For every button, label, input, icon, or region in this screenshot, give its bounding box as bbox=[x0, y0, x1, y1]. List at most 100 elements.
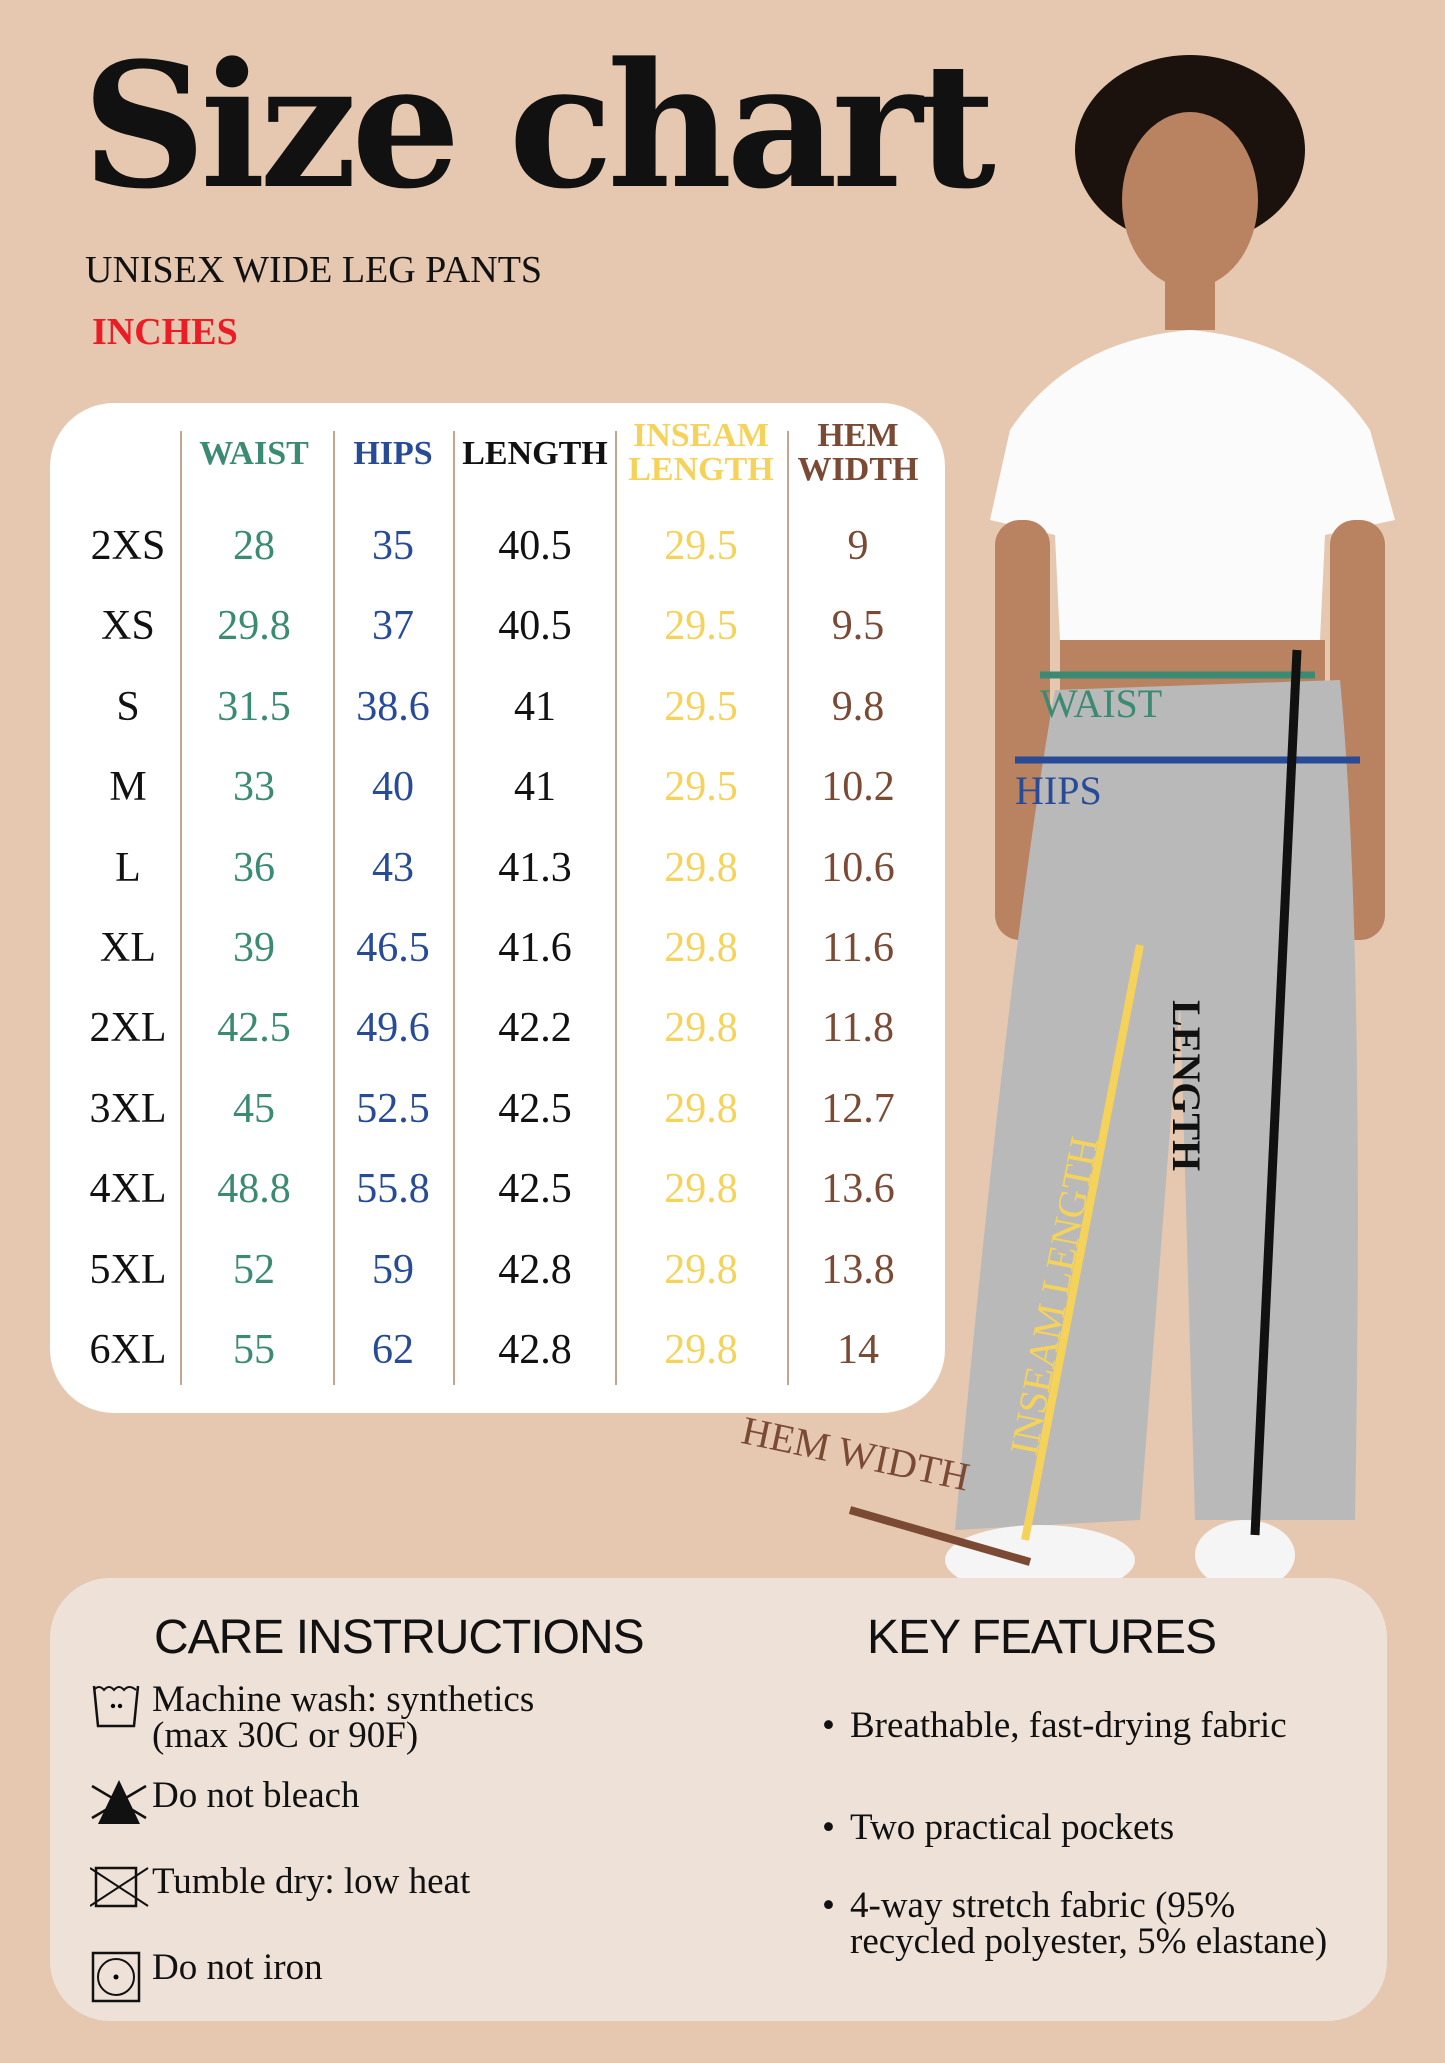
cell-hips: 62 bbox=[372, 1327, 414, 1373]
care-text: Machine wash: synthetics (max 30C or 90F… bbox=[152, 1679, 535, 1756]
cell-waist: 42.5 bbox=[217, 1005, 291, 1052]
cell-waist: 33 bbox=[233, 764, 275, 811]
cell-waist: 45 bbox=[233, 1085, 275, 1132]
cell-waist: 29.8 bbox=[217, 603, 291, 650]
feature-item: Two practical pockets bbox=[822, 1809, 1350, 1846]
cell-inseam: 29.8 bbox=[664, 1085, 738, 1132]
cell-waist: 31.5 bbox=[217, 683, 291, 730]
cell-inseam: 29.5 bbox=[664, 603, 738, 650]
cell-inseam: 29.5 bbox=[664, 523, 738, 569]
cell-hem: 10.6 bbox=[821, 844, 895, 891]
care-item: Machine wash: synthetics (max 30C or 90F… bbox=[92, 1679, 535, 1756]
cell-hips: 46.5 bbox=[356, 925, 430, 971]
column-divider bbox=[787, 431, 789, 1385]
cell-size: S bbox=[116, 683, 140, 730]
cell-inseam: 29.8 bbox=[664, 844, 738, 891]
inseam-measure-line bbox=[1021, 944, 1144, 1541]
info-panel: CARE INSTRUCTIONS KEY FEATURES Machine w… bbox=[50, 1578, 1387, 2021]
page-title: Size chart bbox=[82, 24, 996, 227]
cell-hem: 9.8 bbox=[831, 683, 885, 730]
cell-hem: 11.8 bbox=[822, 1005, 894, 1052]
cell-hips: 38.6 bbox=[356, 683, 430, 730]
cell-hips: 49.6 bbox=[356, 1005, 430, 1052]
cell-length: 42.5 bbox=[498, 1085, 572, 1132]
cell-length: 40.5 bbox=[498, 603, 572, 650]
figure-label-hips: HIPS bbox=[1015, 768, 1102, 813]
size-table: WAIST HIPS LENGTH INSEAM LENGTH HEM WIDT… bbox=[50, 403, 945, 1413]
cell-waist: 39 bbox=[233, 925, 275, 971]
feature-item: 4-way stretch fabric (95% recycled polye… bbox=[822, 1887, 1330, 1960]
machine-wash-30-icon bbox=[92, 1685, 140, 1728]
cell-waist: 55 bbox=[233, 1327, 275, 1373]
cell-hem: 10.2 bbox=[821, 764, 895, 811]
header-waist: WAIST bbox=[199, 435, 309, 472]
cell-inseam: 29.8 bbox=[664, 1005, 738, 1052]
cell-size: XL bbox=[100, 925, 156, 971]
unit-label: INCHES bbox=[92, 311, 238, 353]
cell-inseam: 29.5 bbox=[664, 683, 738, 730]
model-photo bbox=[848, 55, 1395, 1595]
column-divider bbox=[180, 431, 182, 1385]
do-not-bleach-icon bbox=[91, 1780, 147, 1824]
care-text: Do not bleach bbox=[152, 1775, 360, 1816]
care-item: Do not iron bbox=[91, 1947, 323, 2003]
cell-hips: 40 bbox=[372, 764, 414, 811]
cell-length: 41.6 bbox=[498, 925, 572, 971]
cell-hips: 43 bbox=[372, 844, 414, 891]
length-measure-line bbox=[1250, 649, 1302, 1536]
cell-waist: 52 bbox=[233, 1246, 275, 1293]
column-divider bbox=[453, 431, 455, 1385]
cell-hem: 12.7 bbox=[821, 1085, 895, 1132]
cell-size: 2XL bbox=[89, 1005, 167, 1052]
care-text: Do not iron bbox=[152, 1947, 323, 1988]
cell-hips: 35 bbox=[372, 523, 414, 569]
cell-inseam: 29.5 bbox=[664, 764, 738, 811]
cell-hem: 9 bbox=[847, 523, 869, 569]
cell-waist: 36 bbox=[233, 844, 275, 891]
cell-waist: 48.8 bbox=[217, 1166, 291, 1213]
cell-size: 3XL bbox=[89, 1085, 167, 1132]
cell-inseam: 29.8 bbox=[664, 925, 738, 971]
feature-item: Breathable, fast-drying fabric bbox=[822, 1707, 1310, 1744]
cell-size: 4XL bbox=[89, 1166, 167, 1213]
figure-label-waist: WAIST bbox=[1040, 681, 1163, 726]
tumble-dry-low-icon bbox=[90, 1866, 149, 1908]
column-divider bbox=[333, 431, 335, 1385]
care-title: CARE INSTRUCTIONS bbox=[154, 1611, 645, 1664]
column-divider bbox=[615, 431, 617, 1385]
hem-measure-line bbox=[848, 1506, 1032, 1566]
cell-size: 5XL bbox=[89, 1246, 167, 1293]
cell-inseam: 29.8 bbox=[664, 1166, 738, 1213]
cell-length: 41 bbox=[514, 683, 556, 730]
cell-hem: 14 bbox=[837, 1327, 879, 1373]
cell-size: XS bbox=[101, 603, 155, 650]
cell-length: 42.5 bbox=[498, 1166, 572, 1213]
cell-waist: 28 bbox=[233, 523, 275, 569]
cell-inseam: 29.8 bbox=[664, 1327, 738, 1373]
cell-length: 40.5 bbox=[498, 523, 572, 569]
cell-hem: 9.5 bbox=[831, 603, 885, 650]
product-subtitle: UNISEX WIDE LEG PANTS bbox=[85, 249, 543, 291]
cell-size: L bbox=[115, 844, 141, 891]
cell-hips: 52.5 bbox=[356, 1085, 430, 1132]
header-length: LENGTH bbox=[462, 435, 608, 472]
cell-size: 6XL bbox=[89, 1327, 167, 1373]
header-hips: HIPS bbox=[353, 435, 433, 472]
cell-hem: 11.6 bbox=[822, 925, 894, 971]
cell-length: 41.3 bbox=[498, 844, 572, 891]
cell-hips: 55.8 bbox=[356, 1166, 430, 1213]
care-item: Do not bleach bbox=[91, 1775, 360, 1824]
cell-length: 42.8 bbox=[498, 1246, 572, 1293]
cell-hem: 13.8 bbox=[821, 1246, 895, 1293]
cell-size: 2XS bbox=[90, 523, 166, 569]
cell-length: 42.2 bbox=[498, 1005, 572, 1052]
cell-hem: 13.6 bbox=[821, 1166, 895, 1213]
header-inseam: INSEAM LENGTH bbox=[628, 417, 774, 488]
features-title: KEY FEATURES bbox=[867, 1611, 1217, 1664]
figure-label-length: LENGTH bbox=[1164, 1000, 1209, 1172]
header-hem: HEM WIDTH bbox=[797, 417, 919, 488]
do-not-iron-icon bbox=[91, 1951, 141, 2003]
cell-hips: 59 bbox=[372, 1246, 414, 1293]
cell-size: M bbox=[109, 764, 147, 811]
cell-hips: 37 bbox=[372, 603, 414, 650]
